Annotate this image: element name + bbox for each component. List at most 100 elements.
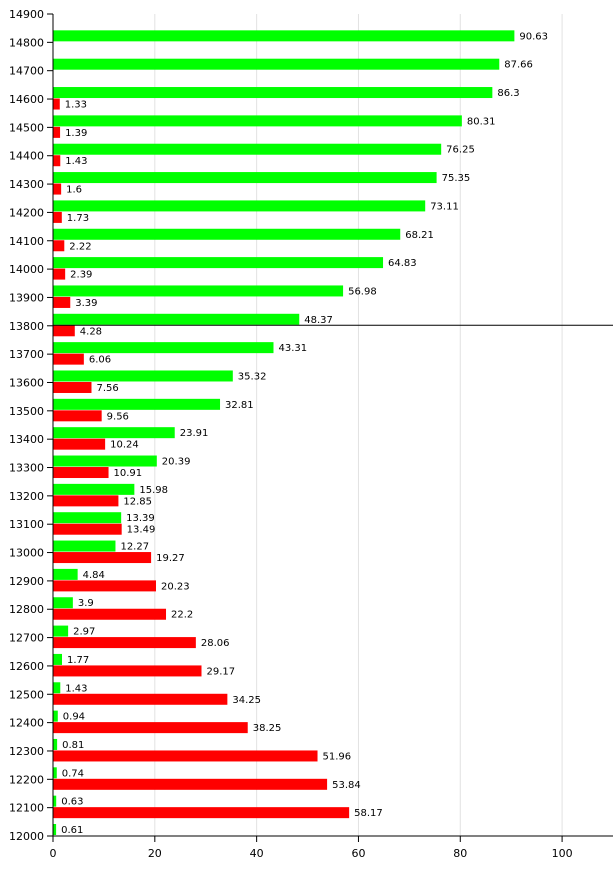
green-bar-12500 <box>53 682 61 694</box>
green-label-14500: 80.31 <box>467 116 496 127</box>
red-bar-14600 <box>53 98 60 110</box>
green-label-12800: 3.9 <box>78 598 94 609</box>
red-bar-13200 <box>53 495 119 507</box>
red-label-13000: 19.27 <box>156 553 185 564</box>
red-label-14500: 1.39 <box>65 128 87 139</box>
red-bar-14400 <box>53 155 61 167</box>
red-bar-13500 <box>53 410 102 422</box>
green-label-13500: 32.81 <box>225 400 254 411</box>
green-label-13900: 56.98 <box>348 286 377 297</box>
red-bar-13400 <box>53 438 106 450</box>
red-label-12300: 51.96 <box>323 751 352 762</box>
y-tick-label-13700: 13700 <box>9 348 44 361</box>
green-bar-12400 <box>53 710 58 722</box>
y-tick-label-14900: 14900 <box>9 8 44 21</box>
y-tick-label-14100: 14100 <box>9 235 44 248</box>
y-tick-label-12400: 12400 <box>9 717 44 730</box>
green-label-12200: 0.74 <box>62 768 84 779</box>
red-bar-12300 <box>53 750 318 762</box>
y-tick-label-12000: 12000 <box>9 830 44 843</box>
red-bar-13600 <box>53 381 92 393</box>
red-bar-13800 <box>53 325 75 337</box>
red-label-14400: 1.43 <box>65 156 87 167</box>
data-labels: 90.63 87.66 86.3 80.31 76.25 75.35 73.11 68.21 6… <box>61 31 548 836</box>
red-bar-12500 <box>53 693 228 705</box>
green-label-12700: 2.97 <box>73 627 95 638</box>
green-bar-13400 <box>53 427 175 439</box>
red-label-14600: 1.33 <box>65 100 87 111</box>
green-label-14400: 76.25 <box>446 145 475 156</box>
y-tick-label-13400: 13400 <box>9 433 44 446</box>
y-tick-label-12800: 12800 <box>9 603 44 616</box>
green-bar-13300 <box>53 455 157 467</box>
green-label-12000: 0.61 <box>61 825 83 836</box>
green-label-12900: 4.84 <box>83 570 105 581</box>
red-label-13800: 4.28 <box>80 326 102 337</box>
red-bar-12400 <box>53 722 248 734</box>
green-bar-12000 <box>53 824 57 835</box>
y-tick-label-12300: 12300 <box>9 745 44 758</box>
red-bar-12100 <box>53 807 350 819</box>
red-label-12500: 34.25 <box>232 695 261 706</box>
y-tick-label-14600: 14600 <box>9 93 44 106</box>
green-label-14100: 68.21 <box>405 230 434 241</box>
y-tick-label-13000: 13000 <box>9 547 44 560</box>
red-bar-14100 <box>53 240 65 252</box>
green-bar-14700 <box>53 58 500 70</box>
red-label-13300: 10.91 <box>114 468 143 479</box>
green-label-14700: 87.66 <box>504 60 533 71</box>
y-tick-label-12600: 12600 <box>9 660 44 673</box>
green-bar-14300 <box>53 172 437 184</box>
y-tick-label-14700: 14700 <box>9 65 44 78</box>
green-label-12100: 0.63 <box>61 797 83 808</box>
red-label-13200: 12.85 <box>123 496 152 507</box>
green-label-14800: 90.63 <box>519 31 548 42</box>
x-tick-label-80: 80 <box>453 847 467 860</box>
green-label-14200: 73.11 <box>430 201 459 212</box>
red-label-13500: 9.56 <box>107 411 129 422</box>
red-bar-13700 <box>53 353 84 365</box>
red-bar-12200 <box>53 778 328 790</box>
red-bar-14000 <box>53 268 66 280</box>
y-tick-label-13500: 13500 <box>9 405 44 418</box>
green-label-14300: 75.35 <box>442 173 471 184</box>
green-label-13400: 23.91 <box>180 428 209 439</box>
y-tick-label-12500: 12500 <box>9 688 44 701</box>
red-label-12600: 29.17 <box>207 666 236 677</box>
y-tick-label-13800: 13800 <box>9 320 44 333</box>
y-tick-label-14200: 14200 <box>9 206 44 219</box>
red-label-12700: 28.06 <box>201 638 230 649</box>
green-bar-14600 <box>53 87 493 99</box>
red-label-13900: 3.39 <box>75 298 97 309</box>
bar-series <box>53 30 515 835</box>
red-label-14300: 1.6 <box>66 185 82 196</box>
x-tick-label-100: 100 <box>552 847 573 860</box>
red-bar-12700 <box>53 637 196 649</box>
red-bar-13300 <box>53 467 109 479</box>
red-label-14100: 2.22 <box>69 241 91 252</box>
green-bar-12800 <box>53 597 73 609</box>
green-bar-12700 <box>53 625 69 637</box>
green-bar-14100 <box>53 228 401 240</box>
red-label-14200: 1.73 <box>67 213 89 224</box>
green-bar-14400 <box>53 143 442 155</box>
gridlines <box>154 14 563 836</box>
green-label-13100: 13.39 <box>126 513 155 524</box>
green-bar-14800 <box>53 30 515 42</box>
green-bar-14500 <box>53 115 462 127</box>
green-bar-12900 <box>53 568 78 580</box>
red-label-12200: 53.84 <box>332 780 361 791</box>
y-tick-label-13100: 13100 <box>9 518 44 531</box>
green-label-13600: 35.32 <box>238 371 267 382</box>
red-bar-14500 <box>53 126 61 138</box>
green-label-14000: 64.83 <box>388 258 417 269</box>
x-tick-label-0: 0 <box>50 847 57 860</box>
y-tick-label-14000: 14000 <box>9 263 44 276</box>
red-bar-13900 <box>53 296 71 308</box>
red-bar-12800 <box>53 608 167 620</box>
y-tick-label-14400: 14400 <box>9 150 44 163</box>
y-tick-label-12900: 12900 <box>9 575 44 588</box>
red-bar-13000 <box>53 552 152 564</box>
green-label-13200: 15.98 <box>139 485 168 496</box>
green-bar-12100 <box>53 795 57 807</box>
